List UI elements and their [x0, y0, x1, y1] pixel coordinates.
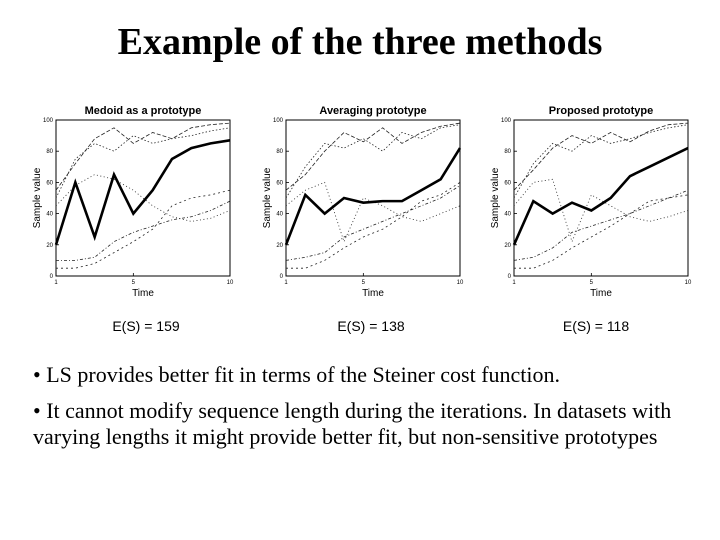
chart-panel-medoid: Medoid as a prototype 0 20 40 60 80 100 1 5 10 Tim… [8, 96, 234, 306]
y-tick-label: 40 [504, 212, 511, 218]
series-line-sample [285, 185, 461, 261]
x-tick-label: 5 [590, 280, 594, 286]
x-tick-label: 1 [54, 280, 58, 286]
chart-medoid: Medoid as a prototype 0 20 40 60 80 100 1 5 10 Tim… [32, 105, 234, 299]
plot-frame [285, 119, 461, 277]
charts-area: Medoid as a prototype 0 20 40 60 80 100 1 5 10 Tim… [0, 96, 720, 306]
y-tick-label: 60 [276, 180, 283, 186]
bullet-list: • LS provides better fit in terms of the… [33, 362, 713, 460]
y-tick-label: 40 [276, 212, 283, 218]
y-tick-label: 80 [46, 149, 53, 155]
y-tick-label: 60 [46, 180, 53, 186]
y-tick-label: 20 [504, 243, 511, 249]
y-tick-label: 100 [273, 118, 284, 124]
series-line-sample [285, 122, 461, 191]
series-line-sample [285, 124, 461, 199]
series-line-sample [286, 182, 461, 269]
y-tick-label: 80 [276, 149, 283, 155]
x-tick-label: 1 [284, 280, 288, 286]
series-line-prototype [512, 146, 689, 246]
bullet-item: • LS provides better fit in terms of the… [33, 362, 561, 387]
x-tick-label: 1 [512, 280, 516, 286]
y-tick-label: 40 [46, 212, 53, 218]
series-line-prototype [54, 138, 231, 246]
slide-title: Example of the three methods [117, 21, 603, 63]
chart-title: Medoid as a prototype [85, 105, 202, 117]
bullet-item: • It cannot modify sequence length durin… [33, 398, 672, 449]
chart-averaging: Averaging prototype 0 20 40 60 80 100 1 5 10 Time S… [262, 105, 464, 299]
series-line-sample [513, 124, 689, 199]
x-tick-label: 5 [362, 280, 366, 286]
chart-panel-proposed: Proposed prototype 0 20 40 60 80 100 1 5 10 Time Sa… [466, 96, 692, 306]
x-axis-label: Time [362, 288, 384, 299]
chart-title: Averaging prototype [319, 105, 426, 117]
y-tick-label: 80 [504, 149, 511, 155]
series-line-sample [55, 122, 231, 191]
x-tick-label: 10 [227, 280, 234, 286]
y-tick-label: 20 [46, 243, 53, 249]
series-line-sample [285, 181, 461, 243]
plot-frame [513, 119, 689, 277]
series-line-sample [513, 189, 689, 261]
y-tick-label: 0 [508, 274, 512, 280]
chart-proposed: Proposed prototype 0 20 40 60 80 100 1 5 10 Time Sa… [490, 105, 692, 299]
cost-label-averaging: E(S) = 138 [337, 318, 405, 334]
x-tick-label: 10 [457, 280, 464, 286]
x-axis-label: Time [590, 288, 612, 299]
chart-title: Proposed prototype [549, 105, 654, 117]
series-line-sample [513, 122, 689, 191]
x-tick-label: 10 [685, 280, 692, 286]
x-axis-label: Time [132, 288, 154, 299]
cost-label-proposed: E(S) = 118 [562, 318, 630, 334]
y-tick-label: 0 [280, 274, 284, 280]
series-line-prototype [284, 147, 462, 246]
y-tick-label: 0 [50, 274, 54, 280]
y-axis-label: Sample value [32, 167, 43, 228]
series-line-sample [56, 189, 231, 269]
series-line-sample [56, 200, 231, 261]
x-tick-label: 5 [132, 280, 136, 286]
series-line-sample [513, 178, 689, 243]
y-tick-label: 100 [43, 118, 54, 124]
y-tick-label: 60 [504, 180, 511, 186]
y-axis-label: Sample value [262, 167, 273, 228]
y-tick-label: 100 [501, 118, 512, 124]
y-axis-label: Sample value [490, 167, 501, 228]
y-tick-label: 20 [276, 243, 283, 249]
chart-panel-averaging: Averaging prototype 0 20 40 60 80 100 1 5 10 Time S… [238, 96, 464, 306]
series-line-sample [55, 174, 231, 222]
cost-label-medoid: E(S) = 159 [112, 318, 180, 334]
series-line-sample [514, 194, 689, 269]
